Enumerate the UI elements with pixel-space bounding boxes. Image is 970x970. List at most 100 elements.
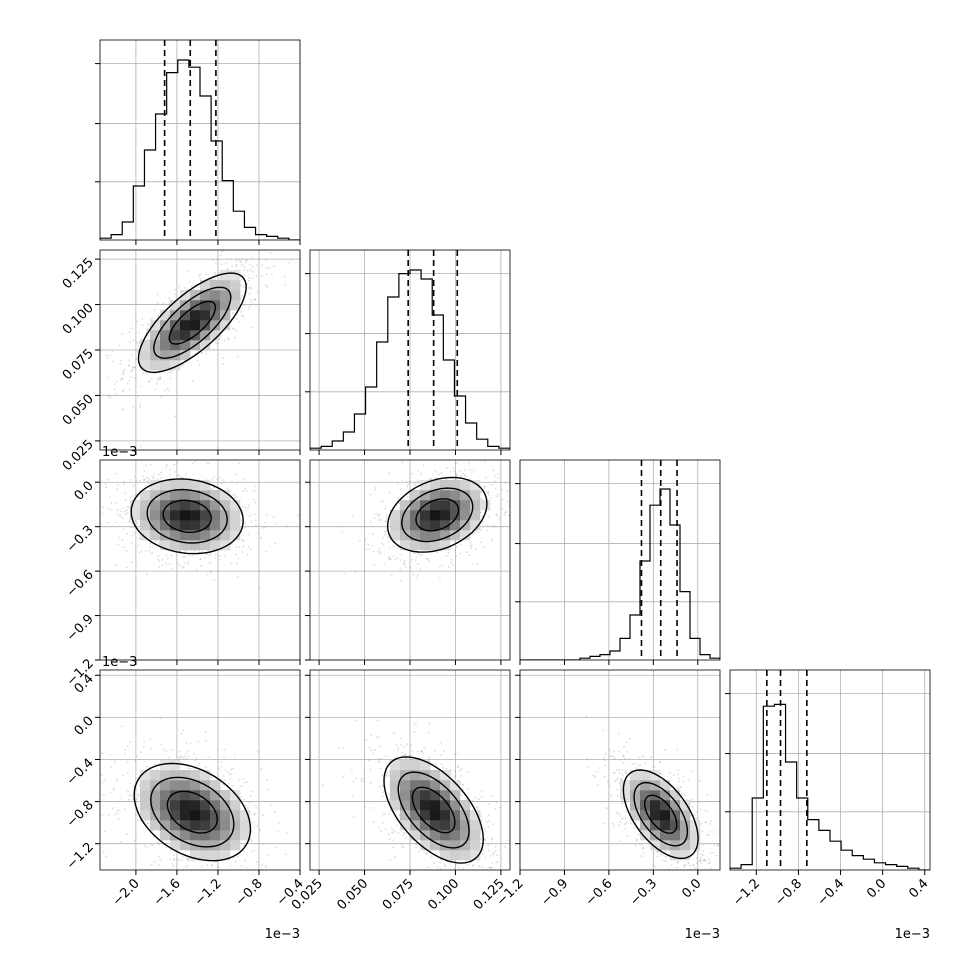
scatter-point [490, 867, 492, 869]
scatter-point [448, 862, 451, 865]
density-cell [170, 500, 181, 511]
scatter-point [476, 563, 478, 565]
scatter-point [389, 859, 392, 862]
histogram-panel-0 [95, 39, 301, 245]
scatter-point [231, 480, 233, 483]
scatter-point [168, 303, 170, 306]
scatter-point [487, 826, 490, 828]
density-cell [210, 810, 221, 821]
scatter-point [137, 819, 140, 822]
scatter-point [127, 772, 129, 774]
scatter-point [533, 859, 535, 861]
scatter-point [223, 339, 226, 342]
scatter-point [113, 383, 116, 386]
scatter-point [412, 552, 415, 555]
scatter-point [415, 556, 418, 559]
scatter-point [193, 752, 196, 755]
scatter-point [442, 871, 444, 873]
density-cell [190, 490, 201, 501]
scatter-point [240, 243, 242, 245]
scatter-point [262, 843, 264, 845]
scatter-point [215, 553, 217, 556]
scatter-point [206, 573, 209, 576]
scatter-point [173, 859, 176, 861]
density-cell [170, 530, 181, 541]
y-tick-label: −0.9 [64, 612, 97, 645]
scatter-point [214, 272, 216, 274]
scatter-point [384, 507, 387, 510]
scatter-point [440, 550, 443, 552]
density-cell [420, 490, 431, 501]
scatter-point [211, 864, 214, 866]
density-cell [390, 780, 401, 791]
scatter-point [123, 808, 126, 811]
scatter-point [420, 750, 423, 753]
scatter-point [511, 472, 513, 474]
scatter-point [478, 456, 480, 458]
density-cell [170, 790, 181, 801]
scatter-point [394, 558, 397, 561]
scatter-point [237, 242, 239, 244]
scatter-point [385, 520, 387, 523]
density-cell [460, 480, 471, 491]
scatter-point [185, 741, 188, 744]
scatter-point [456, 766, 459, 768]
scatter-point [178, 859, 181, 861]
y-tick-label: −0.8 [64, 798, 97, 831]
density-cell [460, 490, 471, 501]
scatter-point [228, 773, 231, 776]
scatter-point [492, 469, 495, 472]
scatter-point [216, 478, 219, 481]
density-cell [410, 520, 421, 531]
scatter-point [134, 494, 137, 496]
density-cell [410, 540, 421, 551]
density-cell [170, 800, 181, 811]
scatter-point [204, 879, 206, 881]
scatter-frame-0-3 [99, 669, 301, 871]
scatter-point [403, 563, 406, 566]
scatter-point [464, 468, 466, 471]
scatter-point [178, 474, 181, 477]
scatter-point [453, 775, 456, 778]
scatter-point [132, 405, 135, 408]
scatter-point [238, 320, 241, 323]
density-0-2 [101, 460, 300, 590]
scatter-point [192, 881, 194, 883]
scatter-point [158, 864, 161, 866]
scatter-point [385, 762, 388, 764]
scatter-point [379, 518, 382, 521]
scatter-point [199, 273, 202, 276]
scatter-point [253, 498, 255, 501]
scatter-point [373, 517, 376, 519]
scatter-point [138, 403, 141, 406]
scatter-point [186, 864, 189, 867]
density-cell [170, 350, 181, 361]
scatter-point [162, 302, 165, 305]
scatter-point [152, 477, 155, 480]
scatter-point [238, 778, 241, 781]
scatter-point [178, 756, 181, 759]
scatter-point [231, 265, 234, 268]
density-cell [210, 790, 221, 801]
scatter-point [133, 526, 136, 529]
density-cell [220, 530, 231, 541]
scatter-point [245, 866, 248, 869]
density-cell [190, 540, 201, 551]
scatter-point [156, 293, 159, 296]
scatter-point [254, 298, 256, 301]
scatter-point [121, 409, 124, 411]
scatter-point [443, 864, 446, 866]
density-cell [420, 510, 431, 521]
scatter-point [487, 515, 490, 518]
scatter-point [229, 773, 232, 775]
scatter-point [424, 853, 427, 855]
scatter-point [236, 496, 239, 499]
scatter-point [382, 813, 385, 816]
scatter-point [201, 865, 203, 868]
histogram-bars-2 [520, 460, 720, 660]
scatter-point [130, 542, 133, 545]
scatter-point [95, 815, 97, 817]
density-cell [230, 500, 241, 511]
scatter-point [404, 832, 407, 835]
scatter-point [225, 262, 228, 265]
